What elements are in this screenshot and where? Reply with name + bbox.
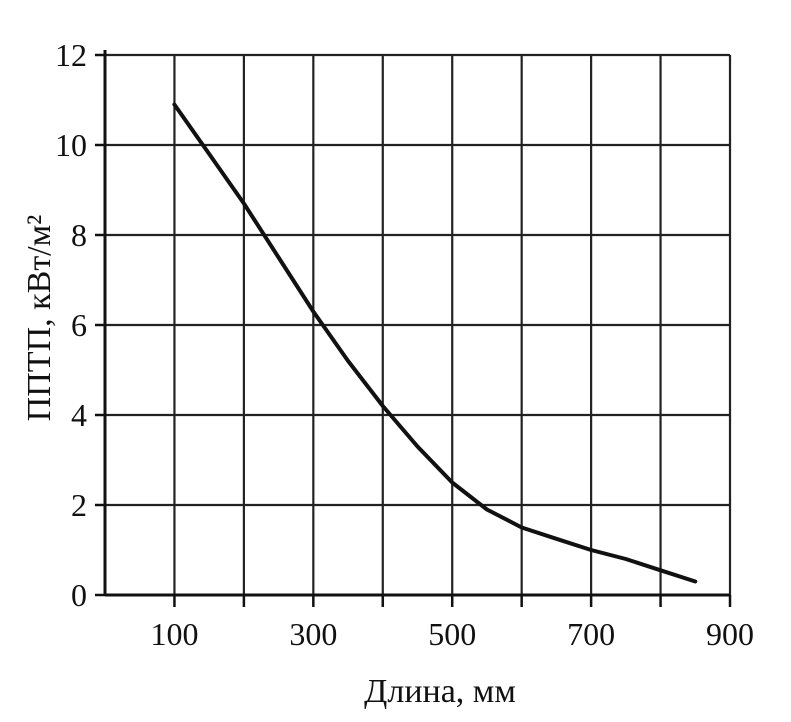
y-tick-label: 10 [55,127,87,163]
x-tick-label: 700 [567,616,615,652]
y-tick-label: 4 [71,397,87,433]
y-tick-label: 0 [71,577,87,613]
tick-labels: 0 2 4 6 8 10 12 100 300 500 700 900 [55,37,754,652]
x-axis-label: Длина, мм [364,673,516,710]
y-tick-label: 6 [71,307,87,343]
y-axis-label: ППТП, кВт/м² [21,215,58,422]
x-tick-label: 300 [289,616,337,652]
axes [95,50,732,607]
grid [105,53,732,595]
y-tick-label: 2 [71,487,87,523]
y-tick-label: 12 [55,37,87,73]
series [172,102,698,584]
series-line [172,102,698,584]
y-tick-label: 8 [71,217,87,253]
x-tick-label: 100 [150,616,198,652]
x-tick-label: 900 [706,616,754,652]
x-tick-label: 500 [428,616,476,652]
